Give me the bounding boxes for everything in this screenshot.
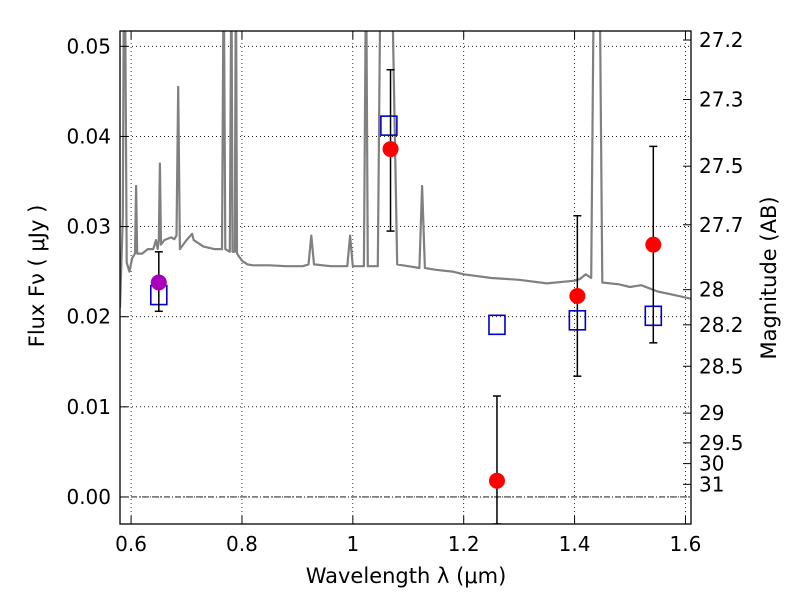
model-photometry-square: [380, 115, 398, 136]
x-axis-label: Wavelength λ (μm): [306, 564, 507, 588]
x-tick-label: 1.6: [670, 532, 702, 556]
magnitude-tick-label: 31: [699, 472, 724, 496]
y-tick-label: 0.00: [66, 485, 111, 509]
magnitude-tick-label: 27.5: [699, 154, 744, 178]
y-tick-label: 0.04: [66, 124, 111, 148]
y2-axis-label: Magnitude (AB): [757, 196, 781, 359]
magnitude-tick-label: 30: [699, 452, 724, 476]
x-tick-label: 0.8: [226, 532, 258, 556]
grid-layer: [120, 31, 691, 524]
y-tick-label: 0.01: [66, 395, 111, 419]
x-tick-label: 1.4: [559, 532, 591, 556]
magnitude-tick-label: 27.3: [699, 87, 744, 111]
template-spectrum-line: [120, 31, 691, 308]
x-tick-label: 1: [346, 532, 359, 556]
observed-data-point: [382, 141, 399, 158]
plot-frame: [119, 30, 692, 525]
data-layer: [120, 31, 691, 524]
magnitude-tick-label: 27.2: [699, 28, 744, 52]
model-photometry-square: [488, 314, 506, 336]
observed-data-point: [645, 236, 662, 253]
magnitude-tick-label: 28.5: [699, 354, 744, 378]
magnitude-tick-label: 28: [699, 278, 724, 302]
observed-data-point: [569, 287, 586, 304]
y-tick-label: 0.03: [66, 215, 111, 239]
y-axis-label: Flux Fν ( μJy ): [25, 205, 49, 348]
y-tick-label: 0.05: [66, 34, 111, 58]
x-tick-label: 0.6: [115, 532, 147, 556]
x-tick-label: 1.2: [448, 532, 480, 556]
magnitude-tick-label: 29: [699, 401, 724, 425]
magnitude-tick-label: 28.2: [699, 313, 744, 337]
y-tick-label: 0.02: [66, 305, 111, 329]
magnitude-tick-label: 27.7: [699, 213, 744, 237]
observed-data-point: [488, 472, 505, 489]
magnitude-tick-label: 29.5: [699, 431, 744, 455]
optical-data-point: [150, 274, 167, 291]
axis-layer: 0.6 0.8 1 1.2 1.4 1.6 0.00 0.01 0.02 0.03 0.04 0.05…: [66, 28, 743, 556]
